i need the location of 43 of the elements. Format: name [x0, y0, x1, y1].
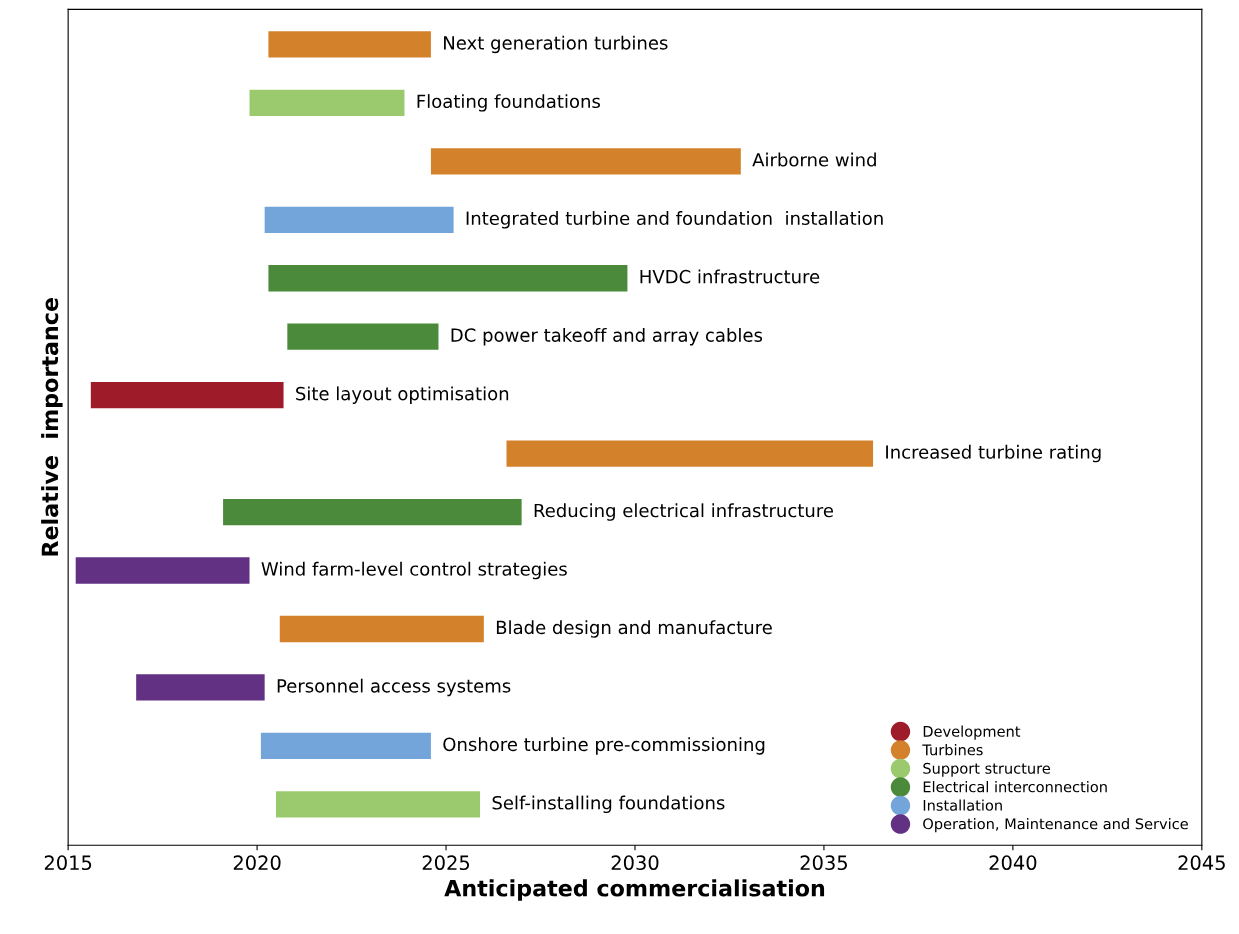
legend-label: Turbines — [922, 744, 983, 756]
legend-label: Support structure — [923, 762, 1051, 777]
bar — [287, 323, 439, 350]
bar — [275, 791, 481, 818]
x-axis-title: Anticipated commercialisation — [444, 879, 825, 901]
bar — [136, 674, 265, 701]
y-tick-label: Site layout optimisation — [296, 386, 509, 404]
bar — [279, 615, 484, 643]
legend-label: Electrical interconnection — [923, 781, 1107, 793]
legend-label: Installation — [923, 799, 1002, 811]
y-tick-label: HVDC infrastructure — [640, 269, 820, 284]
bar — [430, 148, 741, 175]
y-tick-label: Increased turbine rating — [886, 444, 1101, 463]
bar — [260, 732, 431, 760]
bar — [90, 382, 284, 409]
x-tick-label: 2040 — [989, 855, 1037, 871]
x-tick-label: 2025 — [422, 855, 470, 871]
legend-label: Operation, Maintenance and Service — [923, 818, 1188, 833]
x-tick-label: 2030 — [611, 855, 659, 871]
y-tick-label: Reducing electrical infrastructure — [534, 503, 833, 521]
x-tick-label: 2045 — [1178, 855, 1225, 871]
x-tick-label: 2035 — [800, 855, 847, 871]
bar — [264, 206, 454, 233]
y-tick-label: Onshore turbine pre-commissioning — [443, 737, 765, 755]
y-tick-label: Airborne wind — [752, 152, 876, 167]
bar — [268, 265, 628, 292]
bar — [75, 557, 250, 584]
y-tick-label: Next generation turbines — [444, 35, 668, 54]
y-axis-title: Relative importance — [41, 298, 63, 556]
y-tick-label: DC power takeoff and array cables — [451, 327, 763, 346]
bar — [506, 440, 874, 467]
y-tick-label: Wind farm-level control strategies — [261, 561, 567, 580]
bar — [223, 498, 522, 526]
x-tick-label: 2015 — [44, 855, 92, 871]
legend-label: Development — [923, 725, 1021, 740]
y-tick-label: Self-installing foundations — [492, 795, 725, 814]
y-tick-label: Integrated turbine and foundation installation — [466, 211, 883, 229]
x-tick-label: 2020 — [233, 855, 281, 871]
y-tick-label: Personnel access systems — [277, 678, 511, 697]
y-tick-label: Blade design and manufacture — [496, 620, 772, 638]
bar — [268, 31, 431, 58]
y-tick-label: Floating foundations — [417, 94, 600, 112]
bar — [249, 89, 405, 117]
